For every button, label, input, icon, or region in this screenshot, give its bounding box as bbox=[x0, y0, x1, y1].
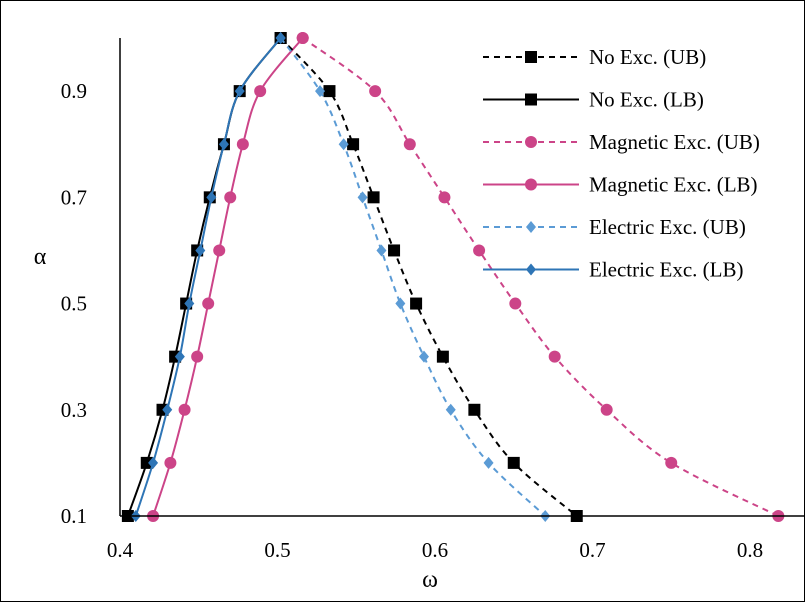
series-1-point bbox=[140, 456, 153, 469]
x-tick-label: 0.4 bbox=[107, 538, 134, 562]
series-2-point bbox=[665, 456, 678, 469]
series-3-point bbox=[224, 191, 237, 204]
series-5-line bbox=[134, 37, 282, 517]
series-5-point bbox=[162, 403, 173, 416]
series-5-point bbox=[218, 138, 229, 151]
series-2-point bbox=[438, 191, 451, 204]
x-tick-label: 0.5 bbox=[264, 538, 290, 562]
y-tick-label: 0.7 bbox=[61, 185, 87, 209]
series-3-point bbox=[178, 403, 191, 416]
series-2-point bbox=[403, 138, 416, 151]
x-tick-label: 0.8 bbox=[737, 538, 763, 562]
x-tick-label: 0.6 bbox=[422, 538, 448, 562]
series-0-point bbox=[436, 350, 449, 363]
y-tick-label: 0.1 bbox=[61, 504, 87, 528]
series-3-line bbox=[152, 37, 304, 517]
series-5-point bbox=[148, 456, 159, 469]
series-0-point bbox=[388, 244, 401, 257]
series-0-point bbox=[367, 191, 380, 204]
plot-layer bbox=[121, 32, 785, 522]
series-2-point bbox=[509, 297, 522, 310]
legend-label: Magnetic Exc. (LB) bbox=[589, 173, 758, 197]
legend-marker bbox=[526, 221, 536, 233]
series-4-point bbox=[315, 85, 326, 98]
axis-layer: 0.4 0.5 0.6 0.7 0.8 0.1 0.3 0.5 0.7 0.9 bbox=[61, 38, 805, 562]
y-axis-title: α bbox=[34, 244, 47, 270]
legend-label: Electric Exc. (LB) bbox=[589, 258, 744, 282]
legend-label: Electric Exc. (UB) bbox=[589, 215, 746, 239]
series-0-point bbox=[410, 297, 423, 310]
legend-label: No Exc. (LB) bbox=[589, 88, 704, 112]
y-tick-label: 0.5 bbox=[61, 292, 87, 316]
series-3-point bbox=[254, 85, 267, 98]
series-4-point bbox=[445, 403, 456, 416]
series-4-line bbox=[279, 37, 546, 517]
x-axis-title: ω bbox=[422, 567, 438, 593]
series-5-point bbox=[234, 85, 245, 98]
series-3-point bbox=[191, 350, 204, 363]
series-4-point bbox=[376, 244, 387, 257]
series-4-point bbox=[483, 456, 494, 469]
series-4-point bbox=[357, 191, 368, 204]
series-1-line bbox=[126, 37, 282, 517]
series-2-point bbox=[369, 85, 382, 98]
series-2-line bbox=[302, 37, 779, 517]
series-2-point bbox=[548, 350, 561, 363]
series-5-point bbox=[184, 297, 195, 310]
series-2-point bbox=[600, 403, 613, 416]
series-2-point bbox=[473, 244, 486, 257]
series-5-point bbox=[275, 32, 286, 44]
series-3-point bbox=[236, 138, 249, 151]
series-0-point bbox=[323, 85, 336, 98]
series-4-point bbox=[418, 350, 429, 363]
legend-layer: No Exc. (UB) No Exc. (LB) Magnetic Exc. (U… bbox=[483, 45, 760, 282]
series-5-point bbox=[206, 191, 217, 204]
y-tick-label: 0.3 bbox=[61, 398, 87, 422]
series-3-point bbox=[164, 456, 177, 469]
series-0-point bbox=[468, 403, 481, 416]
legend-marker bbox=[525, 178, 537, 191]
legend-marker bbox=[525, 93, 537, 106]
series-4-point bbox=[395, 297, 406, 310]
series-0-line bbox=[279, 37, 578, 517]
series-3-point bbox=[202, 297, 215, 310]
x-tick-label: 0.7 bbox=[579, 538, 605, 562]
series-5-point bbox=[174, 350, 185, 363]
legend-marker bbox=[525, 51, 537, 63]
series-0-point bbox=[507, 456, 520, 469]
series-4-point bbox=[338, 138, 349, 151]
series-5-point bbox=[195, 244, 206, 257]
legend-marker bbox=[526, 263, 536, 276]
legend-label: No Exc. (UB) bbox=[589, 45, 706, 69]
y-tick-label: 0.9 bbox=[61, 79, 87, 103]
legend-label: Magnetic Exc. (UB) bbox=[589, 130, 760, 154]
series-0-point bbox=[347, 138, 360, 151]
series-3-point bbox=[213, 244, 226, 257]
legend-marker bbox=[525, 136, 537, 148]
series-3-point bbox=[296, 32, 309, 44]
